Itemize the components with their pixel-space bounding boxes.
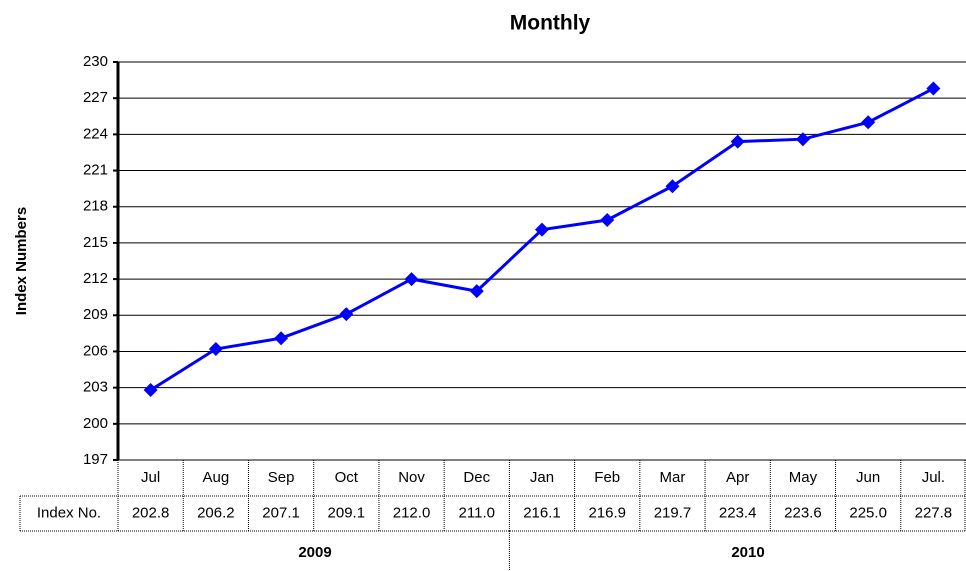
x-tick-label: Aug bbox=[202, 469, 229, 486]
marker bbox=[404, 272, 419, 287]
chart-title: Monthly bbox=[510, 12, 591, 35]
x-tick-label: Oct bbox=[335, 469, 359, 486]
x-tick-label: Sep bbox=[268, 469, 295, 486]
x-tick-label: Jun bbox=[856, 469, 880, 486]
marker bbox=[795, 132, 810, 147]
x-tick-label: Jul bbox=[141, 469, 160, 486]
x-tick-label: Feb bbox=[594, 469, 620, 486]
y-tick-label: 221 bbox=[83, 162, 108, 179]
y-tick-label: 215 bbox=[83, 234, 108, 251]
x-tick-label: Jan bbox=[530, 469, 554, 486]
year-label: 2009 bbox=[298, 544, 331, 561]
marker bbox=[730, 134, 745, 149]
marker bbox=[339, 307, 354, 322]
marker bbox=[535, 222, 549, 237]
y-tick-label: 230 bbox=[83, 53, 108, 70]
y-tick-label: 206 bbox=[83, 342, 108, 359]
x-tick-label: May bbox=[789, 469, 818, 486]
y-tick-label: 197 bbox=[83, 451, 108, 468]
x-tick-label: Jul. bbox=[922, 469, 945, 486]
marker bbox=[469, 284, 484, 299]
x-tick-label: Nov bbox=[398, 469, 425, 486]
table-value: 223.6 bbox=[784, 504, 822, 521]
table-value: 207.1 bbox=[262, 504, 300, 521]
marker bbox=[143, 383, 158, 398]
table-value: 223.4 bbox=[719, 504, 757, 521]
marker bbox=[208, 342, 223, 357]
y-tick-label: 200 bbox=[83, 415, 108, 432]
x-tick-label: Dec bbox=[463, 469, 490, 486]
table-value: 216.1 bbox=[523, 504, 561, 521]
table-value: 202.8 bbox=[132, 504, 170, 521]
year-label: 2010 bbox=[731, 544, 764, 561]
table-value: 225.0 bbox=[849, 504, 887, 521]
series-line bbox=[149, 87, 935, 392]
x-tick-label: Apr bbox=[726, 469, 749, 486]
y-tick-label: 212 bbox=[83, 270, 108, 287]
table-value: 212.0 bbox=[393, 504, 431, 521]
y-tick-label: 209 bbox=[83, 306, 108, 323]
table-value: 206.2 bbox=[197, 504, 235, 521]
table-value: 216.9 bbox=[588, 504, 626, 521]
y-tick-label: 227 bbox=[83, 89, 108, 106]
y-axis-label: Index Numbers bbox=[13, 207, 30, 315]
table-value: 209.1 bbox=[328, 504, 366, 521]
marker bbox=[861, 115, 876, 130]
table-value: 227.8 bbox=[915, 504, 953, 521]
table-value: 219.7 bbox=[654, 504, 692, 521]
marker bbox=[665, 179, 680, 194]
y-tick-label: 218 bbox=[83, 198, 108, 215]
y-tick-label: 224 bbox=[83, 125, 108, 142]
x-tick-label: Mar bbox=[660, 469, 686, 486]
marker bbox=[926, 81, 941, 96]
marker bbox=[600, 212, 615, 227]
marker bbox=[274, 331, 289, 346]
table-row-label: Index No. bbox=[37, 504, 101, 521]
table-value: 211.0 bbox=[459, 504, 495, 521]
y-tick-label: 203 bbox=[83, 379, 108, 396]
